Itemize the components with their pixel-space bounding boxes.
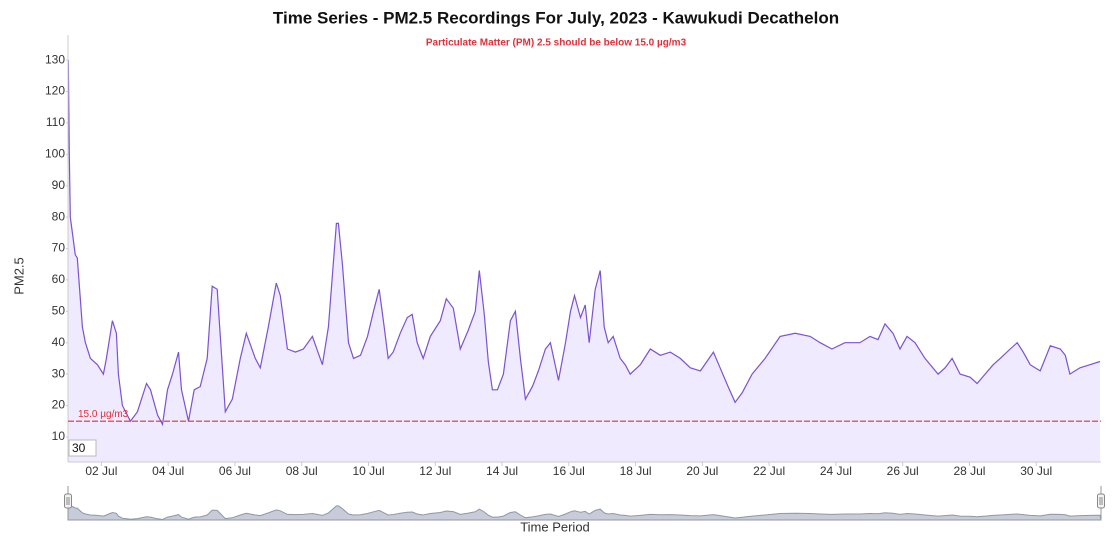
x-tick-label: 26 Jul [887, 464, 919, 478]
y-tick-label: 20 [52, 398, 66, 412]
x-tick-label: 30 Jul [1020, 464, 1052, 478]
range-input-value: 30 [72, 441, 86, 455]
y-tick-label: 40 [52, 335, 66, 349]
y-tick-label: 120 [45, 84, 65, 98]
x-tick-label: 08 Jul [286, 464, 318, 478]
x-tick-label: 12 Jul [419, 464, 451, 478]
series-line [67, 60, 1101, 427]
x-tick-label: 20 Jul [686, 464, 718, 478]
y-tick-label: 100 [45, 146, 65, 160]
x-tick-label: 28 Jul [953, 464, 985, 478]
y-tick-label: 50 [52, 303, 66, 317]
y-tick-label: 70 [52, 241, 66, 255]
navigator-handle [64, 493, 72, 509]
y-axis-label: PM2.5 [11, 257, 26, 295]
y-tick-label: 30 [52, 366, 66, 380]
x-tick-label: 16 Jul [553, 464, 585, 478]
x-tick-label: 04 Jul [152, 464, 184, 478]
x-tick-label: 02 Jul [85, 464, 117, 478]
x-tick-label: 22 Jul [753, 464, 785, 478]
area-fill [68, 60, 1100, 462]
y-tick-label: 130 [45, 52, 65, 66]
x-tick-label: 24 Jul [820, 464, 852, 478]
navigator-area [67, 494, 1102, 521]
x-tick-label: 18 Jul [620, 464, 652, 478]
x-tick-label: 14 Jul [486, 464, 518, 478]
x-tick-label: 10 Jul [352, 464, 384, 478]
y-tick-label: 80 [52, 209, 66, 223]
chart-title: Time Series - PM2.5 Recordings For July,… [273, 8, 839, 27]
range-input [68, 439, 97, 457]
x-tick-label: 06 Jul [219, 464, 251, 478]
y-tick-label: 60 [52, 272, 66, 286]
y-tick-label: 90 [52, 178, 66, 192]
chart-subtitle: Particulate Matter (PM) 2.5 should be be… [426, 38, 687, 49]
y-tick-label: 10 [52, 429, 66, 443]
threshold-label: 15.0 µg/m3 [78, 409, 129, 420]
x-axis-label: Time Period [520, 519, 590, 534]
navigator-handle [1097, 493, 1105, 509]
y-tick-label: 110 [46, 115, 65, 129]
